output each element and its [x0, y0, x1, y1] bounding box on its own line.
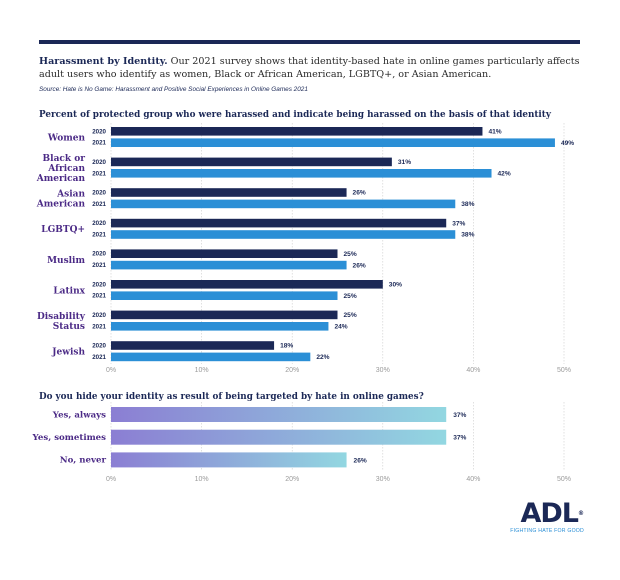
- chart1-value-label: 22%: [316, 354, 329, 361]
- chart2-x-tick-label: 40%: [466, 476, 480, 483]
- chart1-value-label: 42%: [498, 171, 511, 178]
- intro-text: Our 2021 survey shows that identity-base…: [39, 56, 580, 80]
- chart2-bar: [111, 407, 447, 422]
- chart1-value-label: 25%: [344, 251, 357, 258]
- logo-registered: ®: [578, 510, 584, 517]
- chart1-value-label: 25%: [344, 293, 357, 300]
- chart1-year-label: 2021: [92, 293, 106, 300]
- chart1-x-tick-label: 40%: [466, 367, 480, 374]
- chart1-bar-2021: [111, 138, 555, 147]
- chart1-category-label: American: [36, 174, 86, 184]
- chart1-value-label: 37%: [452, 220, 465, 227]
- chart1-x-tick-label: 30%: [376, 367, 390, 374]
- chart1-value-label: 41%: [488, 129, 501, 136]
- chart1-category-label: LGBTQ+: [41, 225, 85, 235]
- chart1-title: Percent of protected group who were hara…: [39, 110, 551, 120]
- chart1-year-label: 2020: [92, 159, 106, 166]
- chart1-bar-2020: [111, 157, 392, 167]
- chart2-category-label: Yes, always: [52, 410, 106, 420]
- chart2-title: Do you hide your identity as result of b…: [39, 392, 424, 402]
- chart1-value-label: 49%: [561, 140, 574, 147]
- chart1-year-label: 2021: [92, 201, 106, 208]
- chart1-year-label: 2020: [92, 220, 106, 227]
- chart2-bar: [111, 429, 447, 445]
- chart1-bar-2020: [111, 127, 483, 136]
- chart1-category-label: Latinx: [53, 286, 85, 296]
- logo-mark-text: ADL: [520, 498, 579, 529]
- chart1-bar-2021: [111, 291, 338, 300]
- chart1-value-label: 31%: [398, 159, 411, 166]
- chart1-bar-2021: [111, 230, 456, 239]
- chart1-year-label: 2021: [92, 262, 106, 269]
- chart1-year-label: 2021: [92, 354, 106, 361]
- top-rule: [39, 40, 580, 44]
- logo-mark: ADL®: [504, 500, 584, 528]
- chart1-bar-2021: [111, 260, 347, 270]
- logo-tagline: FIGHTING HATE FOR GOOD: [510, 528, 584, 534]
- chart1-value-label: 24%: [334, 324, 347, 331]
- chart2-bar: [111, 452, 347, 468]
- chart1-category-label: Black or: [43, 154, 86, 164]
- chart2-category-label: Yes, sometimes: [32, 433, 107, 443]
- chart1-bar-2020: [111, 218, 447, 228]
- chart1-category-label: Jewish: [51, 348, 85, 358]
- intro-heading: Harassment by Identity.: [39, 56, 168, 67]
- chart2-x-tick-label: 30%: [376, 476, 390, 483]
- chart1-year-label: 2021: [92, 323, 106, 330]
- chart1-x-tick-label: 50%: [557, 367, 571, 374]
- chart1-category-label: American: [36, 200, 86, 210]
- chart1-bar-2021: [111, 352, 311, 362]
- chart1-bar-2020: [111, 341, 275, 350]
- adl-logo: ADL® FIGHTING HATE FOR GOOD: [504, 500, 584, 535]
- chart1-value-label: 18%: [280, 343, 293, 350]
- chart2-x-tick-label: 0%: [106, 476, 116, 483]
- chart1-year-label: 2021: [92, 232, 106, 239]
- chart2-category-label: No, never: [60, 456, 107, 466]
- chart1-category-label: Muslim: [47, 256, 85, 266]
- chart1-x-tick-label: 0%: [106, 367, 116, 374]
- chart1-year-label: 2020: [92, 190, 106, 197]
- chart1-category-label: Asian: [56, 190, 85, 200]
- chart1-category-label: Disability: [37, 312, 86, 322]
- chart1-value-label: 30%: [389, 282, 402, 289]
- chart1-category-label: African: [47, 164, 85, 174]
- chart1-value-label: 26%: [353, 190, 366, 197]
- chart1-year-label: 2020: [92, 343, 106, 350]
- chart2-x-tick-label: 20%: [285, 476, 299, 483]
- chart1-value-label: 38%: [461, 232, 474, 239]
- chart1-value-label: 38%: [461, 201, 474, 208]
- chart1-bar-2021: [111, 199, 456, 209]
- chart1-bar-2021: [111, 322, 329, 331]
- chart1-category-label: Women: [47, 133, 86, 143]
- chart1-bar-2020: [111, 188, 347, 197]
- chart1-bar-2020: [111, 310, 338, 320]
- chart1-bar-2020: [111, 280, 383, 289]
- chart1-category-label: Status: [53, 322, 85, 332]
- chart1-bar-2020: [111, 249, 338, 258]
- chart1-year-label: 2020: [92, 251, 106, 258]
- chart1-bar-2021: [111, 169, 492, 178]
- intro-paragraph: Harassment by Identity. Our 2021 survey …: [39, 55, 584, 81]
- chart1-year-label: 2020: [92, 128, 106, 135]
- chart2-x-tick-label: 10%: [195, 476, 209, 483]
- chart2-value-label: 37%: [453, 435, 466, 442]
- chart1-year-label: 2020: [92, 281, 106, 288]
- chart2-value-label: 26%: [354, 457, 367, 464]
- chart1-x-tick-label: 10%: [195, 367, 209, 374]
- chart2-x-tick-label: 50%: [557, 476, 571, 483]
- chart1-value-label: 26%: [353, 262, 366, 269]
- chart1-year-label: 2021: [92, 170, 106, 177]
- chart1-year-label: 2021: [92, 140, 106, 147]
- source-note: Source: Hate is No Game: Harassment and …: [39, 86, 308, 93]
- chart1-year-label: 2020: [92, 312, 106, 319]
- chart1-value-label: 25%: [344, 312, 357, 319]
- chart1-x-tick-label: 20%: [285, 367, 299, 374]
- chart2-value-label: 37%: [453, 412, 466, 419]
